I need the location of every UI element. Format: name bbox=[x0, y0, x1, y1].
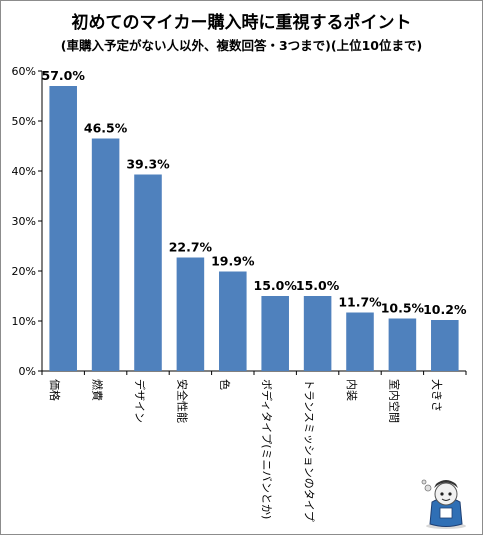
bar bbox=[431, 320, 459, 371]
x-tick-label: ボディタイプ(ミニバンとか) bbox=[260, 379, 274, 519]
y-tick-label: 30% bbox=[12, 215, 36, 228]
bar bbox=[134, 174, 162, 371]
bar bbox=[346, 312, 374, 371]
mascot-icon bbox=[421, 479, 466, 529]
x-tick-label: 室内空間 bbox=[387, 379, 401, 423]
bar bbox=[91, 138, 120, 371]
chart-axes: 0% 10% 20% 30% 40% 50% 60% bbox=[12, 65, 467, 378]
y-tick-label: 40% bbox=[12, 165, 36, 178]
bar-value-label: 46.5% bbox=[84, 121, 128, 136]
x-tick-label: デザイン bbox=[133, 379, 147, 423]
chart-subtitle: (車購入予定がない人以外、複数回答・3つまで)(上位10位まで) bbox=[60, 38, 423, 53]
y-tick-label: 20% bbox=[12, 265, 36, 278]
bar bbox=[176, 257, 205, 371]
chart-title: 初めてのマイカー購入時に重視するポイント bbox=[71, 13, 412, 33]
chart-bars bbox=[49, 86, 459, 371]
bar bbox=[219, 271, 247, 371]
bar-value-label: 15.0% bbox=[296, 278, 340, 293]
x-tick-label: 大きさ bbox=[430, 379, 444, 412]
x-tick-label: 安全性能 bbox=[175, 379, 189, 423]
bar-value-label: 10.5% bbox=[381, 301, 425, 316]
x-tick-label: 燃費 bbox=[91, 379, 105, 401]
bar-value-label: 10.2% bbox=[423, 302, 467, 317]
x-tick-label: 色 bbox=[218, 379, 232, 390]
bar bbox=[49, 86, 77, 371]
x-tick-label: トランスミッションのタイプ bbox=[303, 379, 316, 522]
bar-value-label: 11.7% bbox=[338, 295, 382, 310]
y-tick-label: 10% bbox=[12, 315, 36, 328]
bar-value-label: 57.0% bbox=[42, 68, 86, 83]
chart-x-tick-labels: 価格 燃費 デザイン 安全性能 色 ボディタイプ(ミニバンとか) トランスミッションのタイプ… bbox=[48, 379, 444, 522]
y-tick-label: 0% bbox=[19, 365, 36, 378]
bar-value-label: 19.9% bbox=[211, 254, 255, 269]
x-tick-label: 価格 bbox=[48, 379, 62, 401]
bar-value-label: 22.7% bbox=[169, 240, 213, 255]
bar-value-label: 15.0% bbox=[254, 278, 298, 293]
bar bbox=[388, 318, 417, 371]
bar bbox=[303, 296, 332, 371]
bar-value-label: 39.3% bbox=[126, 157, 170, 172]
x-tick-label: 内装 bbox=[345, 379, 359, 401]
y-tick-label: 50% bbox=[12, 115, 36, 128]
y-tick-label: 60% bbox=[12, 65, 36, 78]
chart-data-labels: 57.0% 46.5% 39.3% 22.7%19.9% 15.0% 15.0% 11.7%… bbox=[42, 68, 467, 317]
bar bbox=[261, 296, 289, 371]
